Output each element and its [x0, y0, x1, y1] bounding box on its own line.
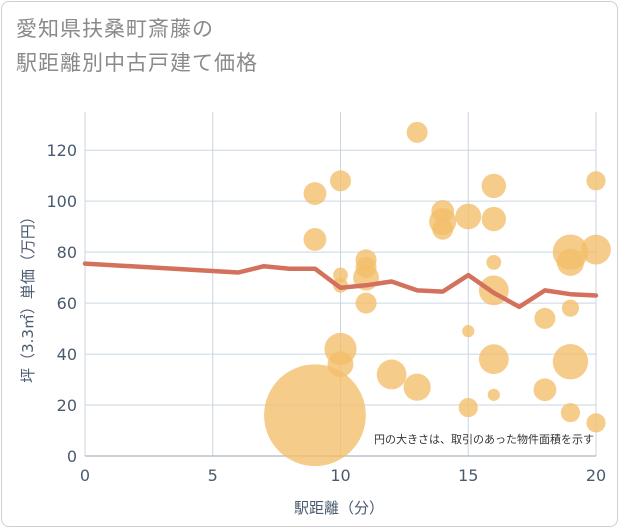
bubble-point [586, 171, 606, 191]
bubble-point [486, 254, 502, 270]
y-tick-label: 40 [57, 345, 77, 364]
bubble-point [481, 206, 506, 232]
x-tick-label: 0 [80, 466, 90, 485]
bubble-point [330, 170, 351, 192]
x-tick-label: 15 [458, 466, 478, 485]
bubble-point [560, 403, 581, 423]
bubble-point [455, 203, 482, 230]
x-tick-label: 10 [330, 466, 350, 485]
bubble-point [333, 267, 348, 283]
y-tick-label: 80 [57, 243, 77, 262]
x-tick-label: 5 [208, 466, 218, 485]
bubble-point [303, 228, 327, 251]
bubble-point [533, 378, 557, 402]
y-axis-label: 坪（3.3㎡）単価（万円） [19, 209, 37, 383]
bubble-point [534, 307, 556, 329]
y-tick-label: 120 [46, 141, 77, 160]
x-tick-label: 20 [586, 466, 606, 485]
bubble-point [561, 299, 580, 317]
chart-title: 愛知県扶桑町斎藤の 駅距離別中古戸建て価格 [16, 12, 258, 80]
bubble-point [487, 388, 500, 401]
bubble-point [431, 199, 455, 223]
bubble-point [376, 359, 407, 390]
bubble-point [556, 248, 585, 276]
average-price-line [82, 261, 599, 310]
tick-labels: 0 5 10 15 20 0 20 40 60 80 100 120 [46, 141, 606, 485]
title-line-1: 愛知県扶桑町斎藤の [16, 17, 214, 41]
bubble-point [355, 256, 377, 278]
bubble-point [462, 325, 475, 338]
x-axis-label: 駅距離（分） [294, 499, 384, 517]
bubble-point [264, 364, 366, 467]
bubble-point [355, 292, 377, 314]
bubble-point [586, 413, 606, 433]
bubble-point [478, 344, 509, 375]
bubble-point [581, 234, 611, 265]
bubble-point [327, 351, 354, 378]
bubble-point [403, 373, 431, 401]
title-line-2: 駅距離別中古戸建て価格 [16, 51, 258, 75]
y-tick-label: 0 [67, 447, 77, 466]
bubble-point [552, 344, 589, 380]
y-tick-label: 60 [57, 294, 77, 313]
bubble-series [264, 121, 611, 467]
y-tick-label: 100 [46, 192, 77, 211]
trend-line-series [82, 261, 599, 310]
y-tick-label: 20 [57, 396, 77, 415]
bubble-point [458, 397, 478, 418]
bubble-point [303, 182, 327, 205]
bubble-point [432, 218, 454, 240]
bubble-point [481, 173, 506, 199]
bubble-point [406, 121, 428, 143]
bubble-size-note: 円の大きさは、取引のあった物件面積を示す [374, 432, 594, 446]
